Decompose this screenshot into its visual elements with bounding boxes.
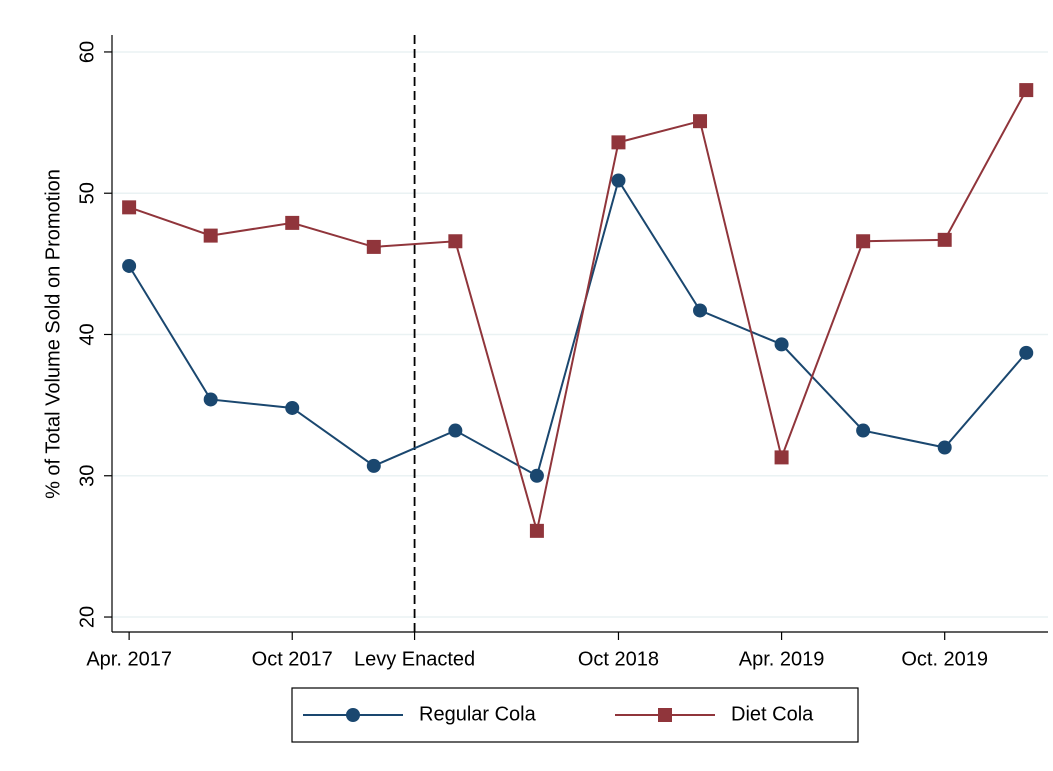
marker [611, 173, 626, 188]
marker [122, 258, 137, 273]
y-tick-label: 20 [76, 606, 98, 628]
legend-marker [346, 708, 360, 722]
series-line [128, 89, 1028, 532]
marker [693, 114, 708, 129]
x-tick-label: Apr. 2019 [739, 648, 825, 670]
marker [529, 523, 544, 538]
marker [366, 239, 381, 254]
x-tick-label: Apr. 2017 [86, 648, 172, 670]
x-tick-label: Oct 2017 [252, 648, 333, 670]
series-line [128, 178, 1028, 478]
y-axis-label: % of Total Volume Sold on Promotion [42, 169, 64, 499]
marker [774, 337, 789, 352]
marker [122, 200, 137, 215]
marker [856, 423, 871, 438]
marker [937, 440, 952, 455]
x-tick-label: Oct. 2019 [901, 648, 988, 670]
marker [285, 215, 300, 230]
y-tick-label: 50 [76, 182, 98, 204]
marker [774, 450, 789, 465]
marker [203, 392, 218, 407]
legend-marker [658, 708, 672, 722]
legend-label: Regular Cola [419, 703, 537, 725]
marker [366, 458, 381, 473]
marker [611, 135, 626, 150]
x-tick-label: Oct 2018 [578, 648, 659, 670]
marker [1019, 83, 1034, 98]
marker [1019, 345, 1034, 360]
x-tick-label: Levy Enacted [354, 648, 475, 670]
legend-label: Diet Cola [731, 703, 814, 725]
y-tick-label: 40 [76, 323, 98, 345]
marker [937, 232, 952, 247]
marker [203, 228, 218, 243]
y-tick-label: 60 [76, 41, 98, 63]
marker [448, 423, 463, 438]
y-tick-label: 30 [76, 465, 98, 487]
marker [856, 234, 871, 249]
legend: Regular Cola Diet Cola [291, 687, 859, 743]
marker [448, 234, 463, 249]
marker [285, 400, 300, 415]
marker [693, 303, 708, 318]
marker [529, 468, 544, 483]
